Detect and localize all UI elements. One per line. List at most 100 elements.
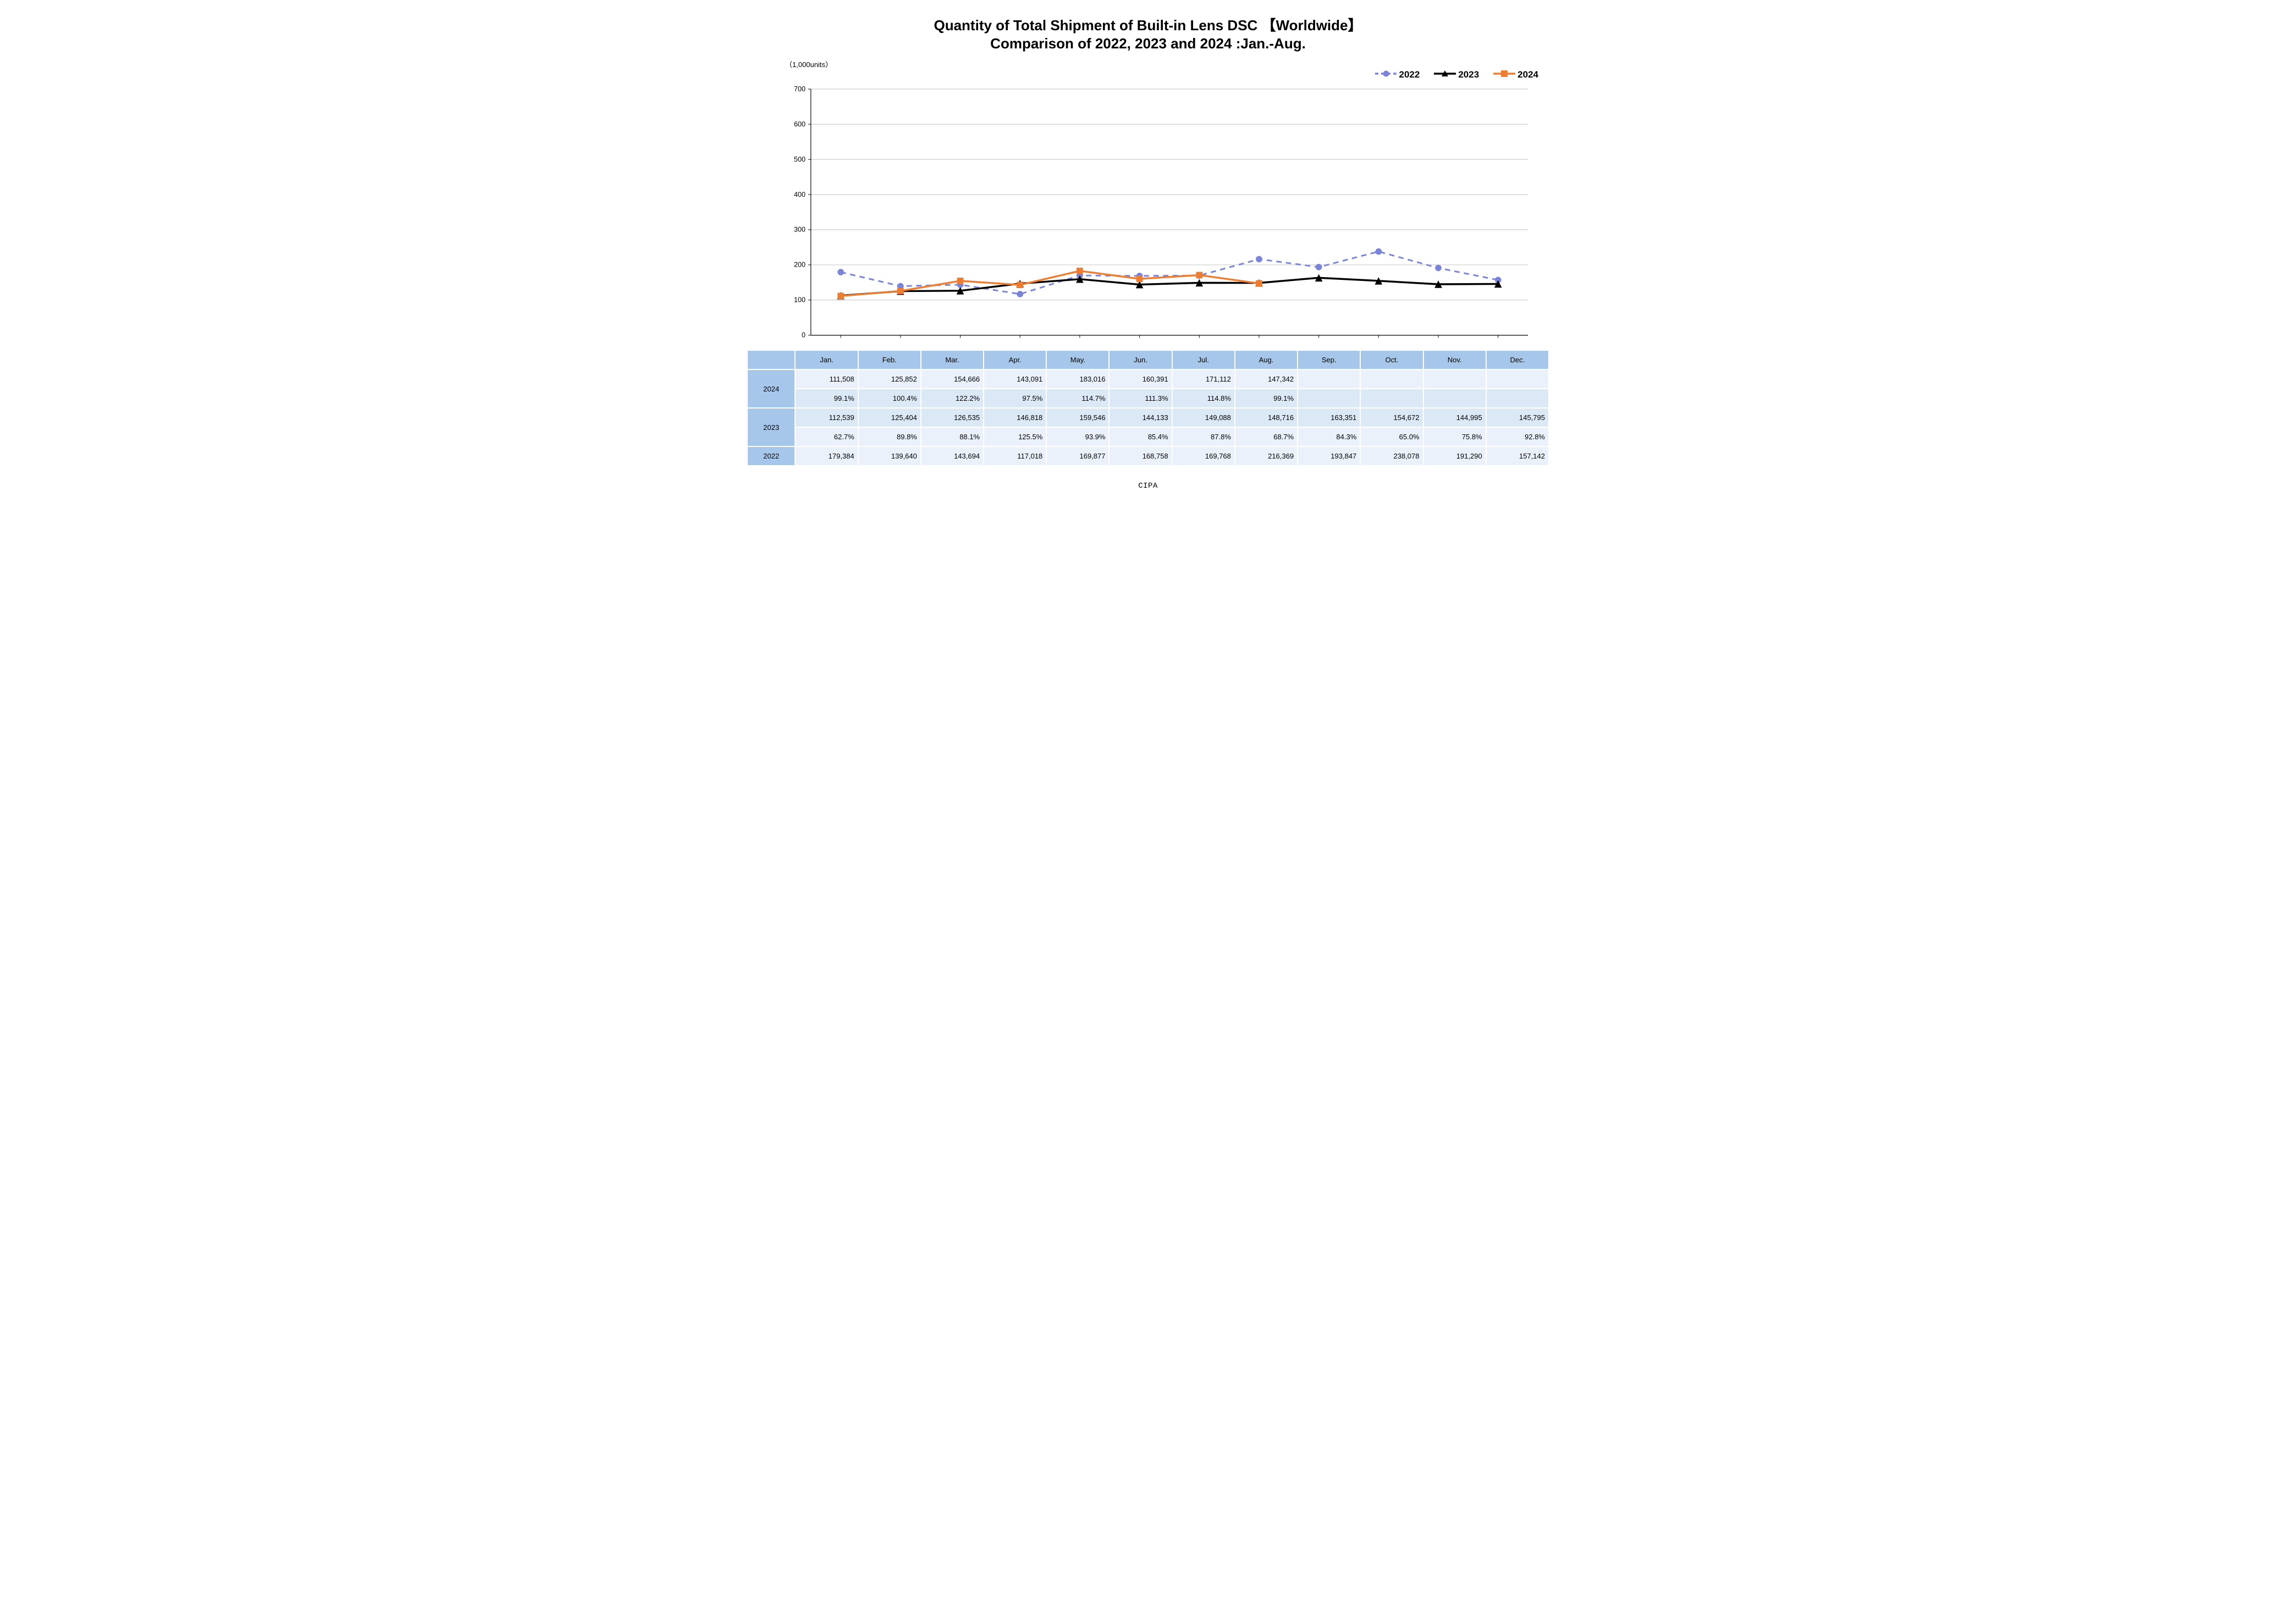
table-value-cell <box>1360 369 1423 389</box>
table-percent-cell: 84.3% <box>1298 427 1360 446</box>
table-value-cell: 145,795 <box>1486 408 1549 427</box>
table-value-cell: 154,666 <box>921 369 984 389</box>
table-percent-cell: 99.1% <box>795 389 858 408</box>
title-line-1: Quantity of Total Shipment of Built-in L… <box>934 17 1362 34</box>
legend-swatch-2023 <box>1434 69 1456 80</box>
legend-swatch-2022 <box>1375 69 1397 80</box>
table-year-header: 2022 <box>747 446 795 466</box>
table-value-cell: 179,384 <box>795 446 858 466</box>
table-value-cell: 139,640 <box>858 446 921 466</box>
page-title: Quantity of Total Shipment of Built-in L… <box>747 16 1549 52</box>
table-percent-cell: 68.7% <box>1235 427 1298 446</box>
table-value-cell: 143,694 <box>921 446 984 466</box>
table-value-cell: 126,535 <box>921 408 984 427</box>
page-root: Quantity of Total Shipment of Built-in L… <box>736 0 1560 501</box>
table-value-cell: 183,016 <box>1046 369 1109 389</box>
svg-text:700: 700 <box>794 85 805 93</box>
table-value-cell: 216,369 <box>1235 446 1298 466</box>
table-percent-cell <box>1360 389 1423 408</box>
table-month-header: Aug. <box>1235 350 1298 369</box>
table-percent-cell <box>1298 389 1360 408</box>
table-percent-cell: 122.2% <box>921 389 984 408</box>
svg-text:300: 300 <box>794 226 805 234</box>
table-value-cell <box>1486 369 1549 389</box>
table-corner-cell <box>747 350 795 369</box>
svg-text:500: 500 <box>794 156 805 163</box>
table-value-cell: 168,758 <box>1109 446 1172 466</box>
legend-item-2022: 2022 <box>1375 69 1420 80</box>
table-value-cell: 191,290 <box>1423 446 1486 466</box>
table-month-header: Sep. <box>1298 350 1360 369</box>
table-value-cell: 149,088 <box>1172 408 1235 427</box>
table-value-cell: 125,852 <box>858 369 921 389</box>
table-percent-cell: 114.7% <box>1046 389 1109 408</box>
table-month-header: Feb. <box>858 350 921 369</box>
table-value-cell: 111,508 <box>795 369 858 389</box>
svg-text:400: 400 <box>794 191 805 198</box>
y-axis-unit-label: （1,000units） <box>785 59 1549 69</box>
table-percent-cell: 111.3% <box>1109 389 1172 408</box>
table-percent-cell <box>1486 389 1549 408</box>
table-percent-cell: 99.1% <box>1235 389 1298 408</box>
table-year-header: 2024 <box>747 369 795 408</box>
table-percent-cell: 89.8% <box>858 427 921 446</box>
svg-text:0: 0 <box>802 332 805 339</box>
table-value-cell: 117,018 <box>984 446 1046 466</box>
table-month-header: Oct. <box>1360 350 1423 369</box>
table-month-header: Nov. <box>1423 350 1486 369</box>
table-value-cell <box>1423 369 1486 389</box>
table-value-cell: 160,391 <box>1109 369 1172 389</box>
table-percent-cell: 88.1% <box>921 427 984 446</box>
table-percent-cell: 62.7% <box>795 427 858 446</box>
table-value-cell: 125,404 <box>858 408 921 427</box>
chart-container: 2022 2023 2024 0100200300400500600700 <box>747 69 1549 350</box>
table-value-cell: 154,672 <box>1360 408 1423 427</box>
table-value-cell: 143,091 <box>984 369 1046 389</box>
table-percent-cell: 125.5% <box>984 427 1046 446</box>
table-value-cell: 144,133 <box>1109 408 1172 427</box>
table-month-header: Jan. <box>795 350 858 369</box>
title-line-2: Comparison of 2022, 2023 and 2024 :Jan.-… <box>990 35 1306 52</box>
table-value-cell: 148,716 <box>1235 408 1298 427</box>
table-percent-cell: 65.0% <box>1360 427 1423 446</box>
table-month-header: May. <box>1046 350 1109 369</box>
legend-label-2024: 2024 <box>1517 69 1538 80</box>
table-value-cell: 163,351 <box>1298 408 1360 427</box>
table-value-cell: 169,768 <box>1172 446 1235 466</box>
table-month-header: Jun. <box>1109 350 1172 369</box>
table-value-cell: 112,539 <box>795 408 858 427</box>
table-percent-cell: 85.4% <box>1109 427 1172 446</box>
table-percent-cell: 87.8% <box>1172 427 1235 446</box>
table-value-cell: 144,995 <box>1423 408 1486 427</box>
legend-item-2023: 2023 <box>1434 69 1479 80</box>
table-value-cell: 159,546 <box>1046 408 1109 427</box>
table-month-header: Jul. <box>1172 350 1235 369</box>
table-value-cell: 146,818 <box>984 408 1046 427</box>
table-percent-cell: 114.8% <box>1172 389 1235 408</box>
table-value-cell: 147,342 <box>1235 369 1298 389</box>
table-value-cell: 169,877 <box>1046 446 1109 466</box>
data-table: Jan.Feb.Mar.Apr.May.Jun.Jul.Aug.Sep.Oct.… <box>747 350 1549 466</box>
legend-label-2023: 2023 <box>1458 69 1479 80</box>
table-percent-cell <box>1423 389 1486 408</box>
legend-item-2024: 2024 <box>1493 69 1538 80</box>
chart-legend: 2022 2023 2024 <box>1375 69 1538 80</box>
table-percent-cell: 100.4% <box>858 389 921 408</box>
table-month-header: Apr. <box>984 350 1046 369</box>
table-month-header: Dec. <box>1486 350 1549 369</box>
table-percent-cell: 92.8% <box>1486 427 1549 446</box>
line-chart-svg: 0100200300400500600700 <box>747 69 1549 350</box>
svg-text:100: 100 <box>794 296 805 304</box>
table-percent-cell: 75.8% <box>1423 427 1486 446</box>
svg-text:600: 600 <box>794 120 805 128</box>
table-value-cell: 193,847 <box>1298 446 1360 466</box>
table-value-cell <box>1298 369 1360 389</box>
table-value-cell: 157,142 <box>1486 446 1549 466</box>
table-value-cell: 171,112 <box>1172 369 1235 389</box>
table-value-cell: 238,078 <box>1360 446 1423 466</box>
legend-swatch-2024 <box>1493 69 1515 80</box>
table-month-header: Mar. <box>921 350 984 369</box>
table-percent-cell: 93.9% <box>1046 427 1109 446</box>
table-year-header: 2023 <box>747 408 795 446</box>
legend-label-2022: 2022 <box>1399 69 1420 80</box>
